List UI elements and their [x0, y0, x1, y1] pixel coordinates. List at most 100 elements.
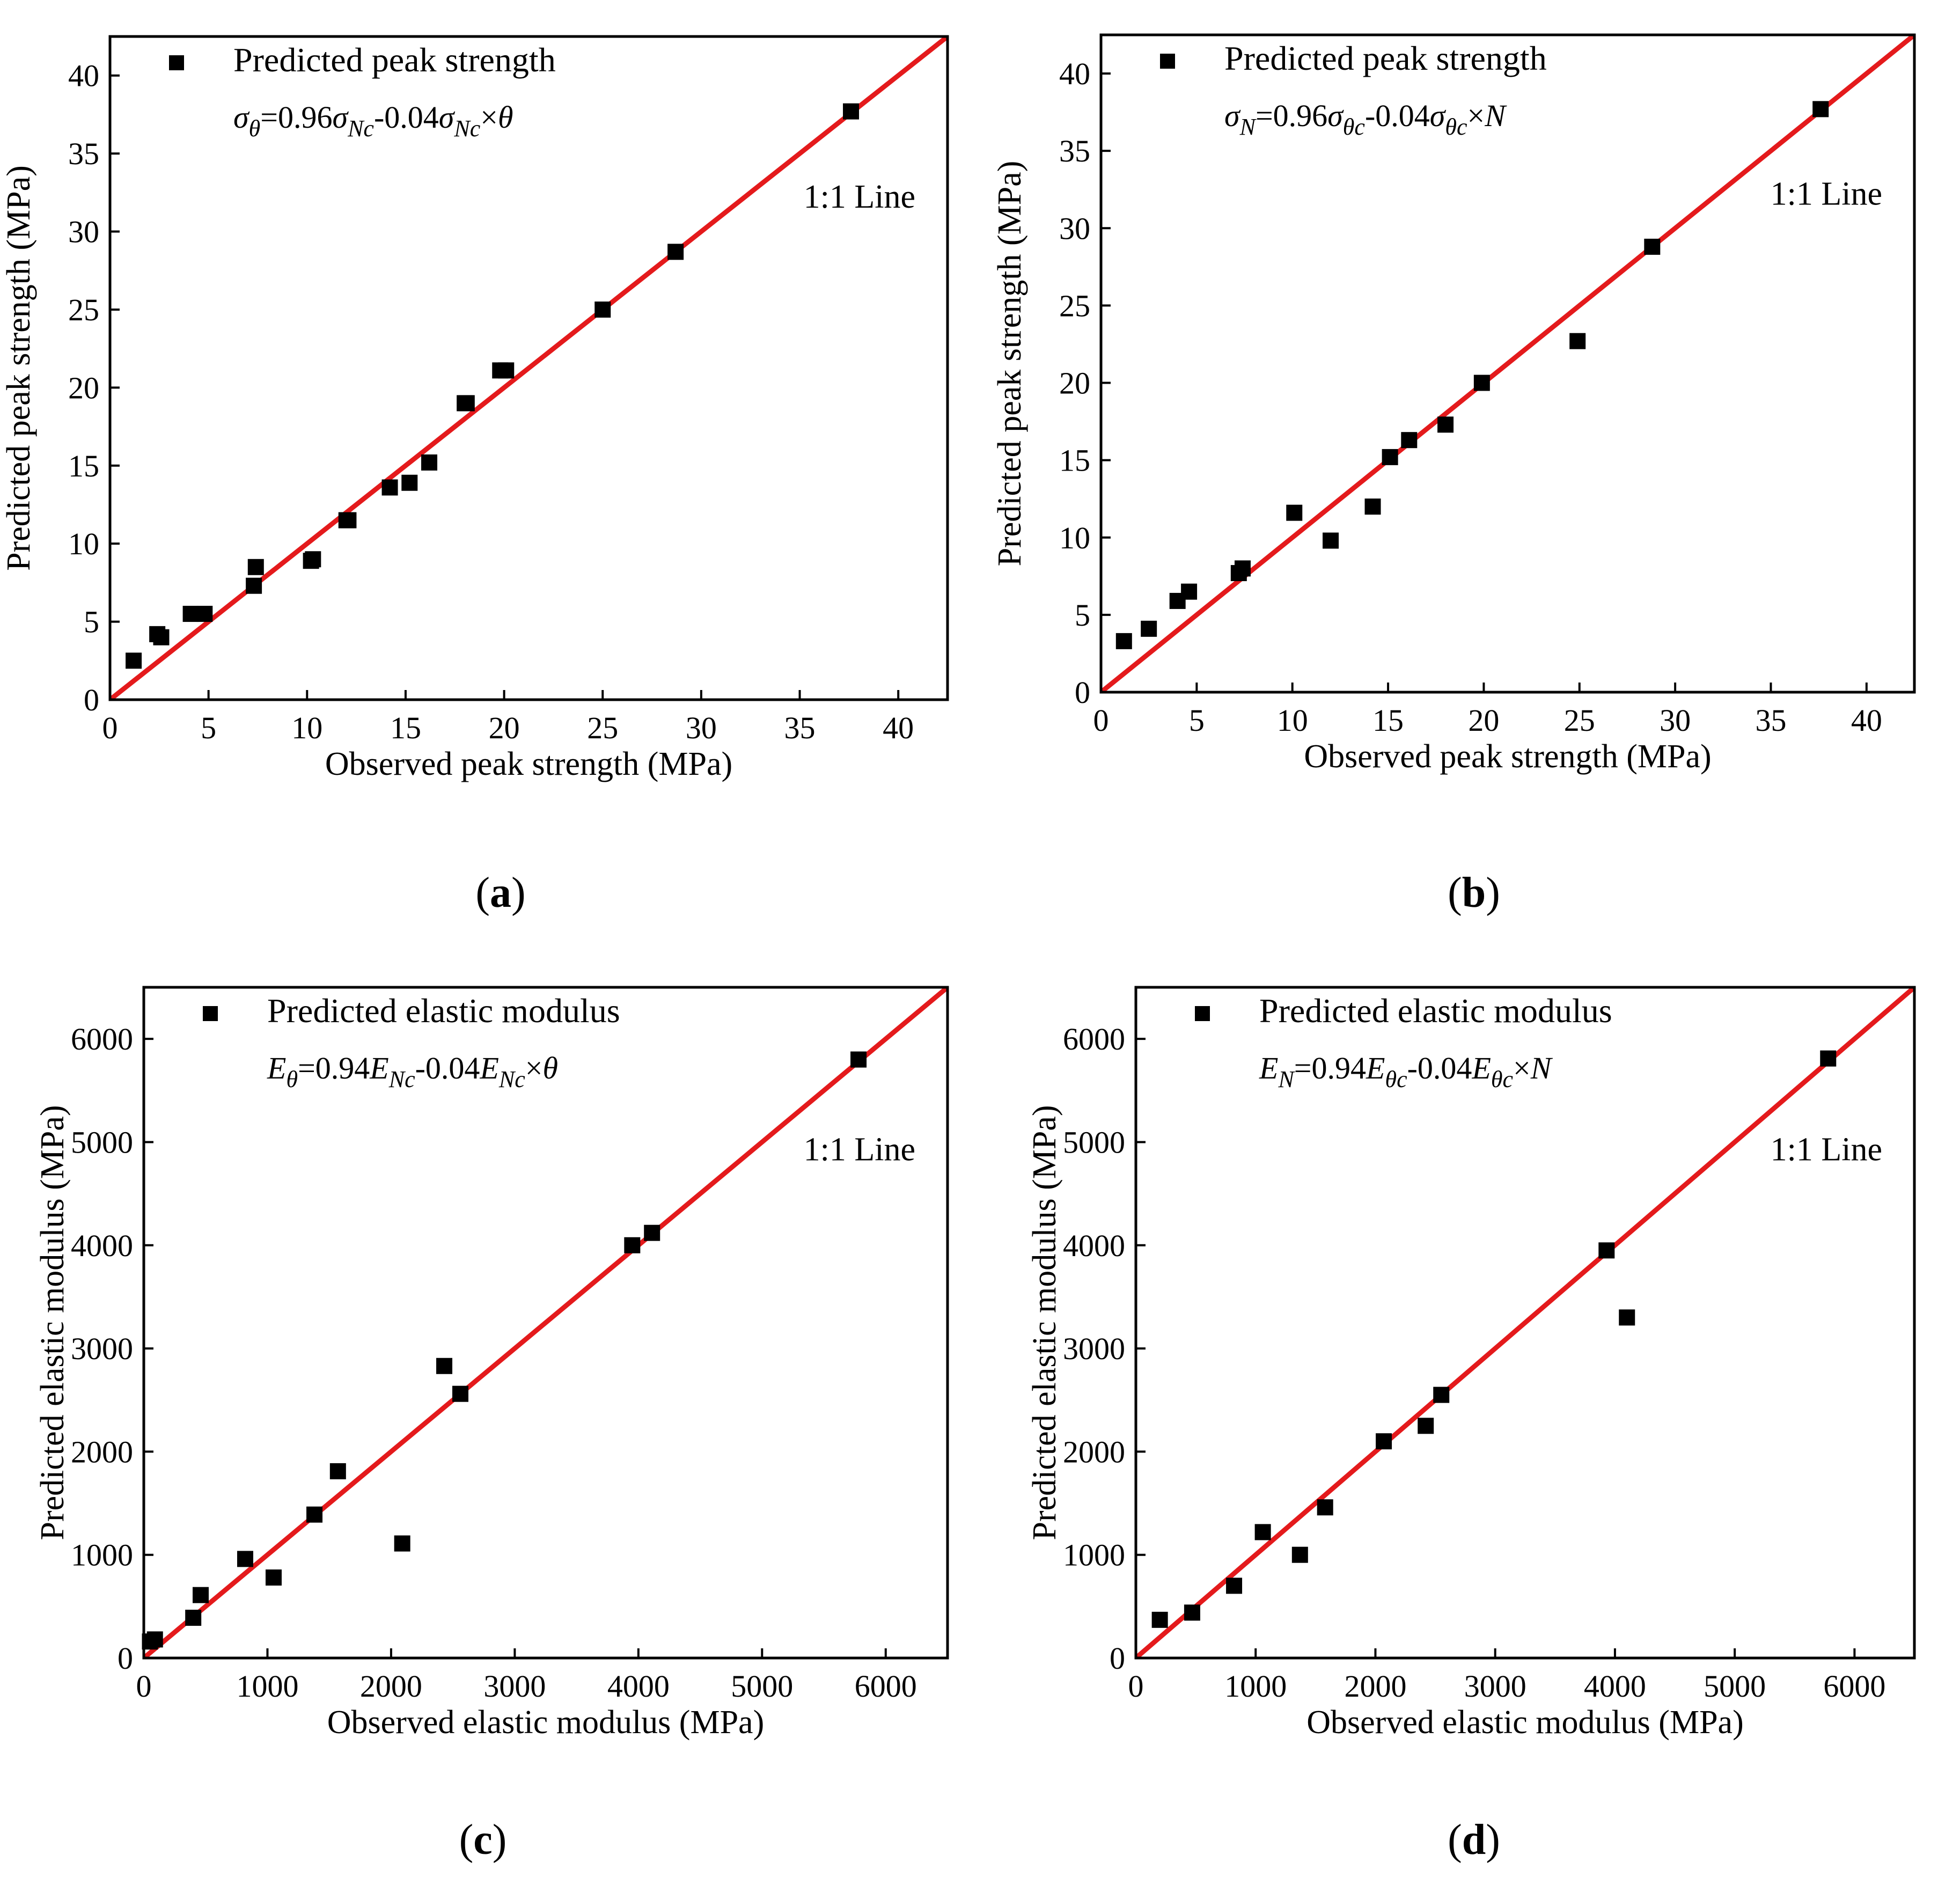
x-tick-label: 3000: [1464, 1669, 1526, 1704]
data-point: [1644, 238, 1661, 255]
data-point: [305, 551, 321, 568]
data-point: [436, 1358, 453, 1374]
legend-marker: [169, 55, 184, 70]
y-tick-label: 15: [68, 449, 99, 483]
x-tick-label: 5000: [731, 1669, 793, 1704]
data-point: [1820, 1050, 1837, 1067]
data-point: [1569, 333, 1586, 349]
data-point: [850, 1051, 867, 1068]
x-tick-label: 5000: [1704, 1669, 1766, 1704]
x-tick-label: 2000: [360, 1669, 422, 1704]
y-tick-label: 5000: [71, 1125, 133, 1160]
y-tick-label: 30: [1059, 211, 1090, 246]
data-point: [1317, 1499, 1333, 1516]
data-point: [146, 1631, 163, 1648]
one-to-one-line-label: 1:1 Line: [1771, 175, 1882, 212]
legend-marker: [1195, 1006, 1210, 1021]
x-tick-label: 5: [1189, 703, 1205, 738]
x-tick-label: 15: [1372, 703, 1404, 738]
data-point: [1226, 1578, 1243, 1594]
y-tick-label: 30: [68, 215, 99, 250]
one-to-one-line-label: 1:1 Line: [1771, 1132, 1882, 1168]
x-tick-label: 30: [1660, 703, 1691, 738]
model-equation: σθ=0.96σNc-0.04σNc×θ: [233, 100, 513, 142]
x-tick-label: 35: [784, 710, 816, 745]
y-tick-label: 25: [1059, 288, 1090, 323]
one-to-one-line: [144, 987, 948, 1658]
data-point: [247, 559, 264, 575]
data-point: [458, 395, 475, 412]
x-tick-label: 10: [291, 710, 322, 745]
data-point: [667, 244, 684, 260]
one-to-one-line: [1136, 987, 1914, 1658]
panel-label: (d): [1448, 1816, 1500, 1864]
y-tick-label: 10: [1059, 520, 1090, 555]
x-axis-title: Observed elastic modulus (MPa): [1306, 1704, 1743, 1741]
y-tick-label: 5000: [1063, 1125, 1125, 1160]
panel-label: (b): [1448, 869, 1500, 916]
y-tick-label: 1000: [1063, 1538, 1125, 1573]
plot-frame: [142, 986, 949, 1660]
panel-d: 0 1000 2000 3000 4000 5000 6000 0 1000 2000 3000 40…: [1026, 986, 1916, 1864]
y-tick-label: 0: [1110, 1641, 1125, 1676]
y-tick-label: 5: [1075, 598, 1090, 633]
x-axis-title: Observed peak strength (MPa): [325, 746, 732, 782]
data-point: [381, 479, 398, 496]
data-point: [452, 1385, 468, 1402]
data-point: [1598, 1242, 1615, 1259]
x-tick-label: 0: [1128, 1669, 1144, 1704]
y-tick-label: 35: [1059, 134, 1090, 168]
y-axis-title: Predicted elastic modulus (MPa): [1026, 1105, 1063, 1540]
data-point: [1364, 498, 1381, 515]
x-tick-label: 10: [1277, 703, 1308, 738]
plot-frame: [1099, 33, 1916, 694]
data-point: [126, 652, 142, 669]
x-tick-label: 35: [1755, 703, 1786, 738]
data-point: [1437, 416, 1454, 433]
legend-label: Predicted peak strength: [233, 41, 556, 79]
data-point: [265, 1569, 282, 1586]
y-tick-label: 2000: [1063, 1434, 1125, 1469]
model-equation: EN=0.94Eθc-0.04Eθc×N: [1259, 1051, 1553, 1092]
data-point: [1418, 1418, 1434, 1434]
y-tick-label: 25: [68, 292, 99, 327]
y-tick-label: 6000: [1063, 1022, 1125, 1057]
data-point: [1382, 449, 1398, 465]
y-axis-title: Predicted peak strength (MPa): [992, 161, 1028, 567]
data-point: [153, 629, 170, 645]
data-point: [329, 1463, 346, 1479]
x-tick-label: 4000: [607, 1669, 670, 1704]
legend-label: Predicted elastic modulus: [267, 992, 620, 1030]
y-tick-label: 6000: [71, 1022, 133, 1057]
data-point: [421, 454, 438, 471]
data-point: [1286, 504, 1303, 521]
data-point: [594, 301, 611, 318]
data-point: [1323, 532, 1339, 549]
x-tick-label: 40: [1851, 703, 1882, 738]
data-point: [498, 362, 515, 379]
data-point: [1181, 583, 1198, 600]
data-point: [1291, 1546, 1308, 1563]
data-point: [1812, 101, 1829, 118]
y-tick-label: 40: [1059, 56, 1090, 91]
panel-label: (c): [459, 1816, 507, 1864]
data-point: [843, 103, 860, 120]
x-axis-title: Observed peak strength (MPa): [1304, 738, 1711, 775]
plot-frame: [108, 35, 949, 701]
data-point: [1234, 560, 1251, 577]
y-tick-label: 40: [68, 58, 99, 93]
data-point: [644, 1224, 660, 1241]
data-point: [340, 512, 357, 529]
x-tick-label: 2000: [1344, 1669, 1406, 1704]
plot-frame: [1134, 986, 1916, 1660]
data-point: [193, 1587, 209, 1603]
x-tick-label: 15: [390, 710, 421, 745]
data-point: [624, 1237, 641, 1253]
y-tick-label: 5: [84, 605, 99, 640]
y-tick-label: 1000: [71, 1538, 133, 1573]
data-point: [1184, 1604, 1200, 1621]
y-tick-label: 0: [118, 1641, 133, 1676]
y-tick-label: 4000: [71, 1228, 133, 1263]
y-tick-label: 3000: [71, 1331, 133, 1366]
